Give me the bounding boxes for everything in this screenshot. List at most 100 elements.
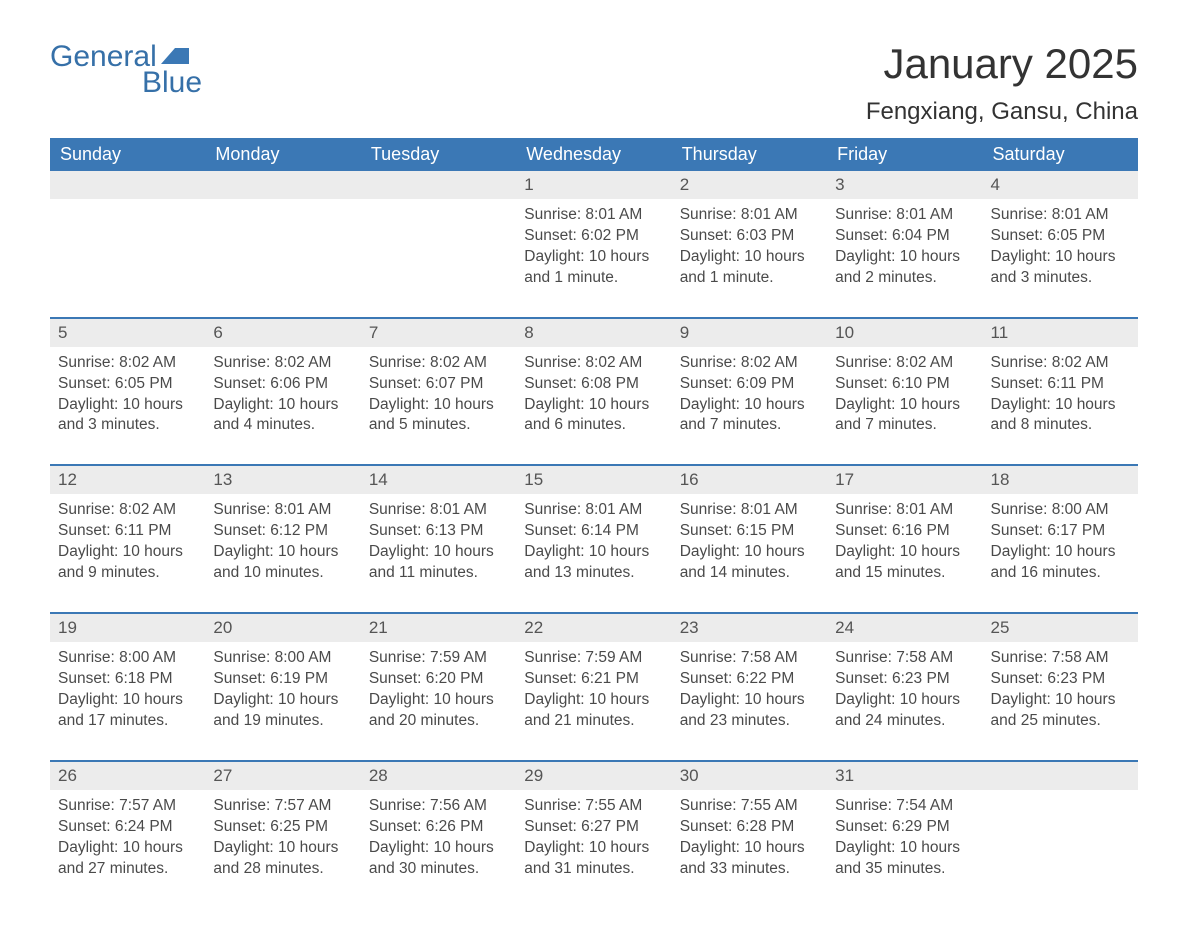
weeks-container: 1Sunrise: 8:01 AMSunset: 6:02 PMDaylight…: [50, 171, 1138, 891]
day-day2: and 15 minutes.: [835, 563, 974, 584]
day-sunset: Sunset: 6:09 PM: [680, 374, 819, 395]
day-day2: and 7 minutes.: [835, 415, 974, 436]
calendar-day: 19Sunrise: 8:00 AMSunset: 6:18 PMDayligh…: [50, 614, 205, 744]
day-body: Sunrise: 8:00 AMSunset: 6:17 PMDaylight:…: [983, 494, 1138, 596]
day-day1: Daylight: 10 hours: [680, 395, 819, 416]
day-day2: and 8 minutes.: [991, 415, 1130, 436]
dow-monday: Monday: [205, 138, 360, 171]
week-row: 5Sunrise: 8:02 AMSunset: 6:05 PMDaylight…: [50, 317, 1138, 449]
day-sunset: Sunset: 6:11 PM: [991, 374, 1130, 395]
calendar-day: 31Sunrise: 7:54 AMSunset: 6:29 PMDayligh…: [827, 762, 982, 892]
day-body: Sunrise: 7:57 AMSunset: 6:25 PMDaylight:…: [205, 790, 360, 892]
day-sunset: Sunset: 6:03 PM: [680, 226, 819, 247]
day-day1: Daylight: 10 hours: [524, 838, 663, 859]
day-number: [361, 171, 516, 199]
day-day2: and 10 minutes.: [213, 563, 352, 584]
day-day2: and 14 minutes.: [680, 563, 819, 584]
day-body: Sunrise: 7:56 AMSunset: 6:26 PMDaylight:…: [361, 790, 516, 892]
day-number: 19: [50, 614, 205, 642]
day-day1: Daylight: 10 hours: [835, 542, 974, 563]
day-body: Sunrise: 7:54 AMSunset: 6:29 PMDaylight:…: [827, 790, 982, 892]
day-sunset: Sunset: 6:25 PM: [213, 817, 352, 838]
day-number: 13: [205, 466, 360, 494]
day-sunset: Sunset: 6:14 PM: [524, 521, 663, 542]
day-day1: Daylight: 10 hours: [369, 395, 508, 416]
day-number: 25: [983, 614, 1138, 642]
day-sunset: Sunset: 6:16 PM: [835, 521, 974, 542]
day-number: [205, 171, 360, 199]
day-day1: Daylight: 10 hours: [58, 838, 197, 859]
day-sunrise: Sunrise: 7:59 AM: [369, 648, 508, 669]
calendar: Sunday Monday Tuesday Wednesday Thursday…: [50, 138, 1138, 891]
day-day1: Daylight: 10 hours: [58, 395, 197, 416]
location: Fengxiang, Gansu, China: [866, 98, 1138, 126]
day-sunrise: Sunrise: 8:01 AM: [680, 500, 819, 521]
day-sunrise: Sunrise: 8:01 AM: [524, 500, 663, 521]
day-day1: Daylight: 10 hours: [835, 247, 974, 268]
day-day2: and 13 minutes.: [524, 563, 663, 584]
calendar-day: 4Sunrise: 8:01 AMSunset: 6:05 PMDaylight…: [983, 171, 1138, 301]
day-day2: and 3 minutes.: [991, 268, 1130, 289]
day-sunset: Sunset: 6:22 PM: [680, 669, 819, 690]
day-day1: Daylight: 10 hours: [835, 838, 974, 859]
day-day1: Daylight: 10 hours: [991, 542, 1130, 563]
day-sunrise: Sunrise: 8:02 AM: [213, 353, 352, 374]
day-sunrise: Sunrise: 8:00 AM: [991, 500, 1130, 521]
day-body: [983, 790, 1138, 808]
day-number: 10: [827, 319, 982, 347]
day-day1: Daylight: 10 hours: [835, 690, 974, 711]
day-number: 2: [672, 171, 827, 199]
day-number: 4: [983, 171, 1138, 199]
day-sunset: Sunset: 6:07 PM: [369, 374, 508, 395]
day-number: 23: [672, 614, 827, 642]
day-day2: and 23 minutes.: [680, 711, 819, 732]
day-body: Sunrise: 7:58 AMSunset: 6:22 PMDaylight:…: [672, 642, 827, 744]
logo-text-sub: Blue: [142, 66, 202, 100]
day-body: Sunrise: 8:01 AMSunset: 6:12 PMDaylight:…: [205, 494, 360, 596]
calendar-day: 23Sunrise: 7:58 AMSunset: 6:22 PMDayligh…: [672, 614, 827, 744]
day-day1: Daylight: 10 hours: [213, 395, 352, 416]
day-sunset: Sunset: 6:17 PM: [991, 521, 1130, 542]
day-day1: Daylight: 10 hours: [213, 838, 352, 859]
day-number: 24: [827, 614, 982, 642]
day-number: 1: [516, 171, 671, 199]
day-sunrise: Sunrise: 7:59 AM: [524, 648, 663, 669]
day-body: Sunrise: 8:01 AMSunset: 6:16 PMDaylight:…: [827, 494, 982, 596]
day-sunrise: Sunrise: 7:55 AM: [680, 796, 819, 817]
day-number: [50, 171, 205, 199]
day-body: Sunrise: 8:02 AMSunset: 6:10 PMDaylight:…: [827, 347, 982, 449]
dow-sunday: Sunday: [50, 138, 205, 171]
day-day2: and 30 minutes.: [369, 859, 508, 880]
day-day1: Daylight: 10 hours: [58, 690, 197, 711]
day-day1: Daylight: 10 hours: [991, 247, 1130, 268]
dow-saturday: Saturday: [983, 138, 1138, 171]
day-day1: Daylight: 10 hours: [58, 542, 197, 563]
calendar-day: 24Sunrise: 7:58 AMSunset: 6:23 PMDayligh…: [827, 614, 982, 744]
day-body: [361, 199, 516, 217]
calendar-day: 27Sunrise: 7:57 AMSunset: 6:25 PMDayligh…: [205, 762, 360, 892]
day-sunrise: Sunrise: 8:01 AM: [835, 205, 974, 226]
calendar-day: 12Sunrise: 8:02 AMSunset: 6:11 PMDayligh…: [50, 466, 205, 596]
day-sunset: Sunset: 6:18 PM: [58, 669, 197, 690]
day-number: 20: [205, 614, 360, 642]
day-body: Sunrise: 8:02 AMSunset: 6:11 PMDaylight:…: [983, 347, 1138, 449]
day-body: Sunrise: 8:02 AMSunset: 6:05 PMDaylight:…: [50, 347, 205, 449]
day-sunrise: Sunrise: 8:01 AM: [991, 205, 1130, 226]
calendar-day: 10Sunrise: 8:02 AMSunset: 6:10 PMDayligh…: [827, 319, 982, 449]
day-sunset: Sunset: 6:21 PM: [524, 669, 663, 690]
day-number: 28: [361, 762, 516, 790]
day-body: Sunrise: 7:58 AMSunset: 6:23 PMDaylight:…: [827, 642, 982, 744]
calendar-day: 16Sunrise: 8:01 AMSunset: 6:15 PMDayligh…: [672, 466, 827, 596]
day-number: 12: [50, 466, 205, 494]
day-day2: and 31 minutes.: [524, 859, 663, 880]
day-sunset: Sunset: 6:20 PM: [369, 669, 508, 690]
day-sunrise: Sunrise: 7:57 AM: [58, 796, 197, 817]
day-body: Sunrise: 8:01 AMSunset: 6:05 PMDaylight:…: [983, 199, 1138, 301]
calendar-day: 11Sunrise: 8:02 AMSunset: 6:11 PMDayligh…: [983, 319, 1138, 449]
calendar-day: 22Sunrise: 7:59 AMSunset: 6:21 PMDayligh…: [516, 614, 671, 744]
day-day1: Daylight: 10 hours: [369, 542, 508, 563]
day-number: 18: [983, 466, 1138, 494]
day-sunset: Sunset: 6:26 PM: [369, 817, 508, 838]
day-sunset: Sunset: 6:15 PM: [680, 521, 819, 542]
day-sunrise: Sunrise: 8:01 AM: [213, 500, 352, 521]
